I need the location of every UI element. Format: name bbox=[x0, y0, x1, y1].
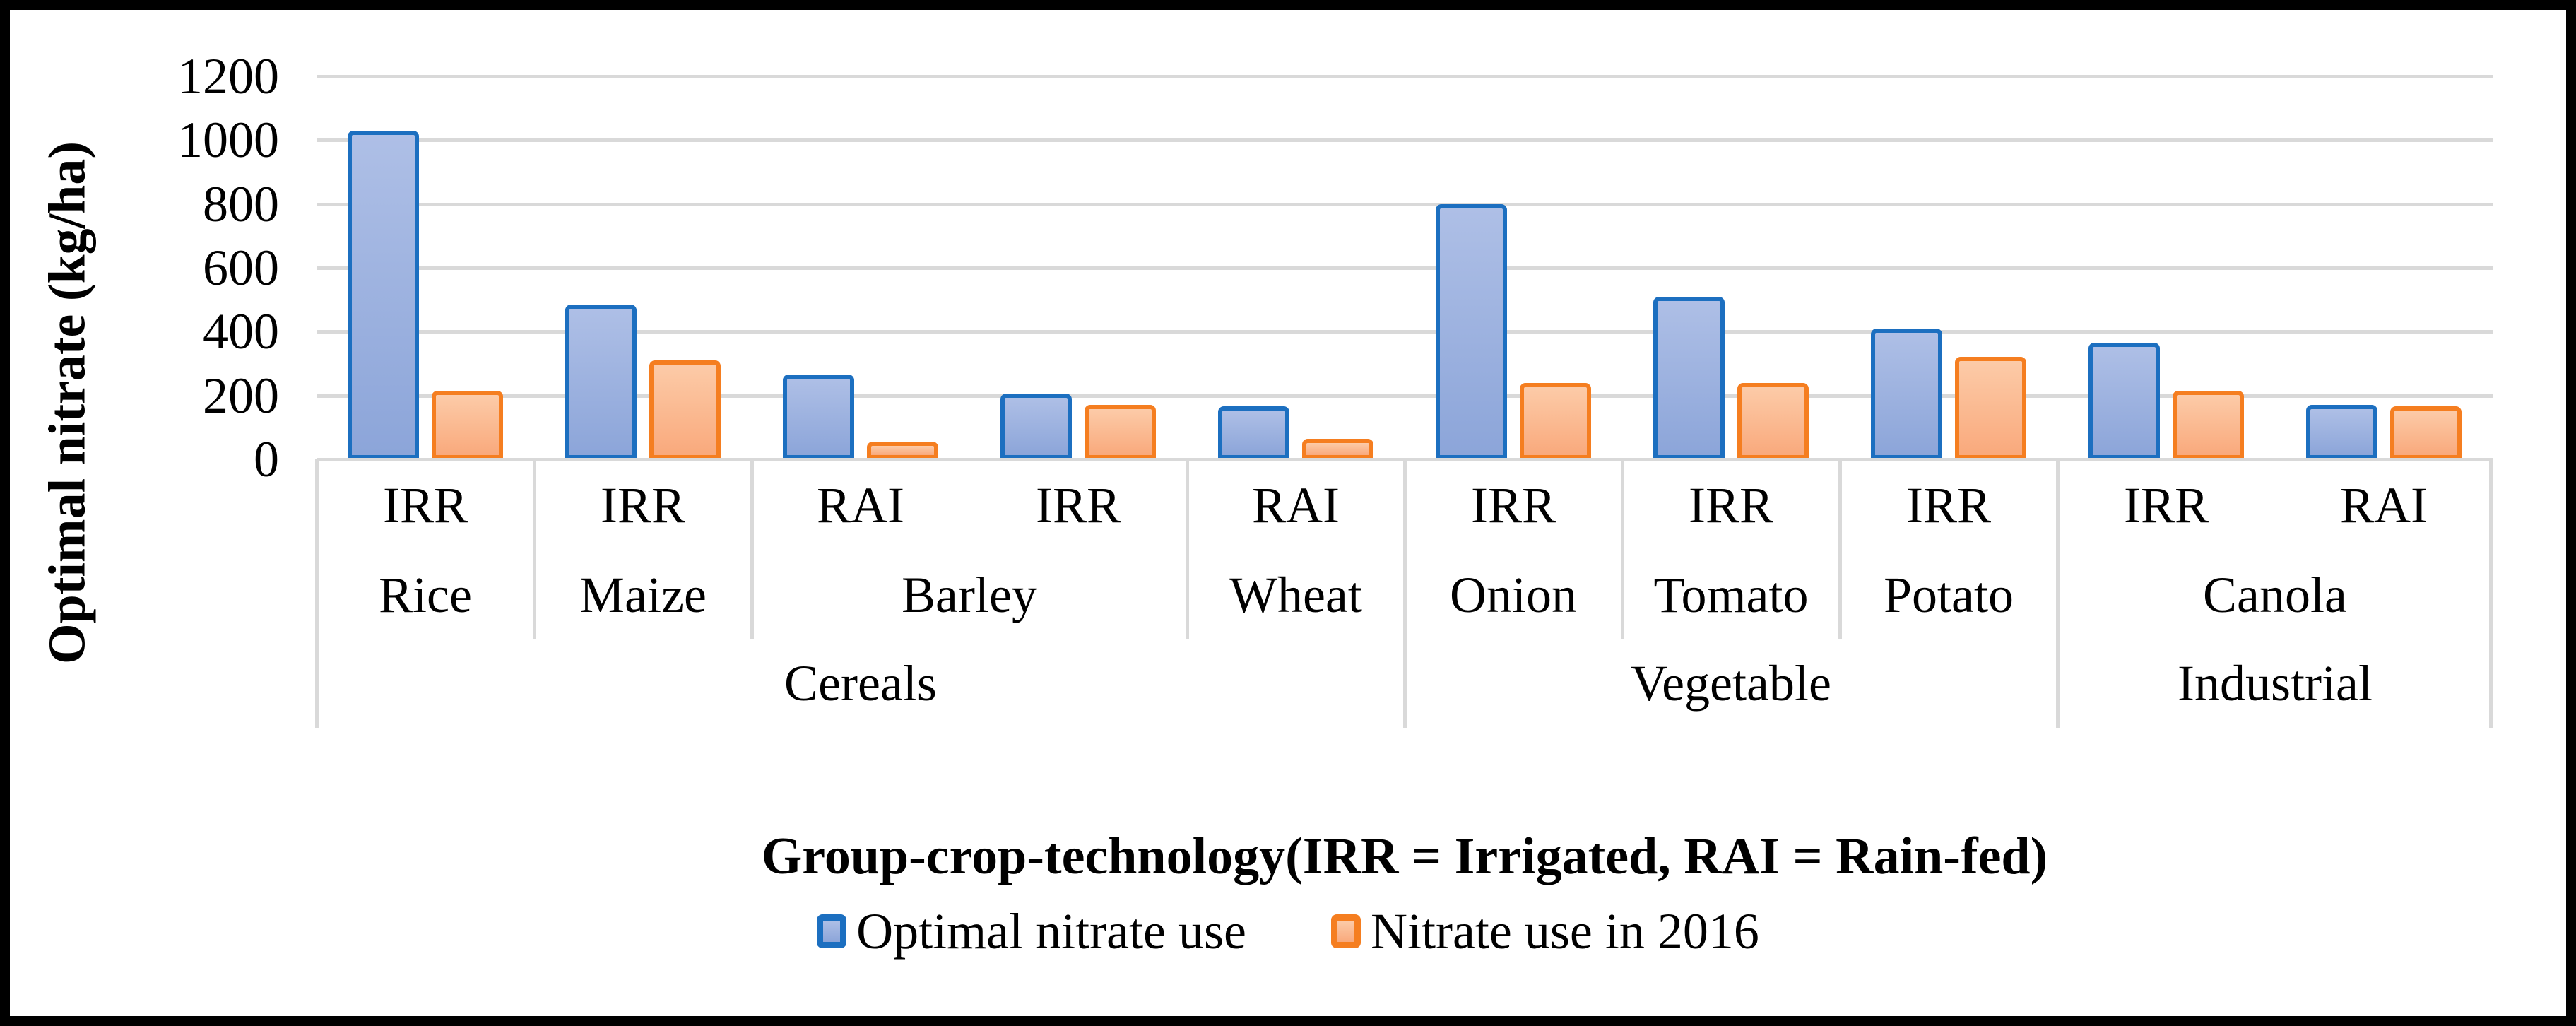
y-tick-label: 800 bbox=[203, 175, 279, 232]
bar-optimal-nitrate-use bbox=[1871, 328, 1942, 459]
bar-nitrate-use-2016 bbox=[649, 360, 721, 459]
bar-nitrate-use-2016 bbox=[2390, 406, 2462, 459]
category-divider-crop bbox=[533, 459, 536, 639]
legend-item-nitrate-2016: Nitrate use in 2016 bbox=[1330, 903, 1759, 960]
category-divider-crop bbox=[750, 459, 754, 639]
y-tick-label: 400 bbox=[203, 303, 279, 360]
crop-label: Maize bbox=[579, 567, 707, 623]
crop-label: Barley bbox=[902, 567, 1037, 623]
category-divider-group bbox=[315, 459, 319, 728]
bar-optimal-nitrate-use bbox=[1436, 204, 1507, 459]
gridline bbox=[317, 394, 2493, 398]
gridline bbox=[317, 202, 2493, 206]
bar-optimal-nitrate-use bbox=[2088, 343, 2160, 459]
crop-label: Rice bbox=[379, 567, 472, 623]
bar-nitrate-use-2016 bbox=[1737, 382, 1809, 459]
bar-optimal-nitrate-use bbox=[348, 130, 419, 459]
x-axis-line bbox=[317, 458, 2493, 461]
category-divider-group bbox=[1403, 459, 1407, 728]
bar-nitrate-use-2016 bbox=[1085, 405, 1156, 459]
crop-label: Onion bbox=[1450, 567, 1577, 623]
tech-label: RAI bbox=[2340, 477, 2428, 533]
bar-optimal-nitrate-use bbox=[565, 304, 637, 459]
bar-nitrate-use-2016 bbox=[867, 442, 938, 459]
bar-optimal-nitrate-use bbox=[1000, 394, 1072, 459]
legend-label: Nitrate use in 2016 bbox=[1370, 903, 1759, 960]
plot-area bbox=[317, 75, 2493, 461]
crop-label: Potato bbox=[1883, 567, 2014, 623]
legend-swatch-orange bbox=[1330, 914, 1361, 948]
category-divider-crop bbox=[1621, 459, 1624, 639]
tech-label: IRR bbox=[2123, 477, 2209, 533]
bar-nitrate-use-2016 bbox=[1302, 438, 1373, 459]
gridline bbox=[317, 266, 2493, 270]
y-tick-label: 200 bbox=[203, 367, 279, 424]
legend-swatch-blue bbox=[817, 914, 847, 948]
x-axis-title: Group-crop-technology(IRR = Irrigated, R… bbox=[761, 827, 2048, 885]
legend-label: Optimal nitrate use bbox=[856, 903, 1246, 960]
group-label: Industrial bbox=[2178, 655, 2373, 712]
bar-optimal-nitrate-use bbox=[2306, 405, 2377, 459]
crop-label: Tomato bbox=[1653, 567, 1809, 623]
y-axis-title: Optimal nitrate (kg/ha) bbox=[38, 141, 97, 664]
tech-label: IRR bbox=[1906, 477, 1992, 533]
category-divider-crop bbox=[1186, 459, 1189, 639]
bar-nitrate-use-2016 bbox=[2173, 390, 2244, 459]
y-tick-label: 0 bbox=[254, 431, 279, 488]
bar-nitrate-use-2016 bbox=[432, 390, 503, 459]
group-label: Vegetable bbox=[1631, 655, 1831, 712]
crop-label: Wheat bbox=[1229, 567, 1362, 623]
bar-optimal-nitrate-use bbox=[1218, 406, 1289, 459]
gridline bbox=[317, 138, 2493, 143]
category-divider-group bbox=[2489, 459, 2493, 728]
category-axis-table: IRR IRR RAI IRR RAI IRR IRR IRR IRR RAI Rice Maize B… bbox=[315, 458, 2493, 728]
legend-item-optimal-nitrate: Optimal nitrate use bbox=[817, 906, 1246, 957]
legend: Optimal nitrate use Nitrate use in 2016 bbox=[0, 906, 2576, 957]
y-tick-label: 600 bbox=[203, 240, 279, 296]
gridline bbox=[317, 330, 2493, 334]
tech-label: RAI bbox=[817, 477, 904, 533]
y-tick-label: 1000 bbox=[177, 112, 279, 169]
tech-label: IRR bbox=[1688, 477, 1774, 533]
category-divider-group bbox=[2056, 459, 2060, 728]
bar-optimal-nitrate-use bbox=[783, 375, 854, 459]
y-tick-label: 1200 bbox=[177, 48, 279, 105]
gridline bbox=[317, 75, 2493, 78]
crop-label: Canola bbox=[2203, 567, 2347, 623]
tech-label: IRR bbox=[382, 477, 468, 533]
tech-label: IRR bbox=[1470, 477, 1556, 533]
bar-nitrate-use-2016 bbox=[1955, 357, 2026, 459]
group-label: Cereals bbox=[784, 655, 937, 712]
bar-optimal-nitrate-use bbox=[1653, 296, 1725, 459]
tech-label: IRR bbox=[1035, 477, 1121, 533]
tech-label: IRR bbox=[600, 477, 686, 533]
category-divider-crop bbox=[1838, 459, 1842, 639]
tech-label: RAI bbox=[1252, 477, 1340, 533]
bar-nitrate-use-2016 bbox=[1520, 382, 1591, 459]
